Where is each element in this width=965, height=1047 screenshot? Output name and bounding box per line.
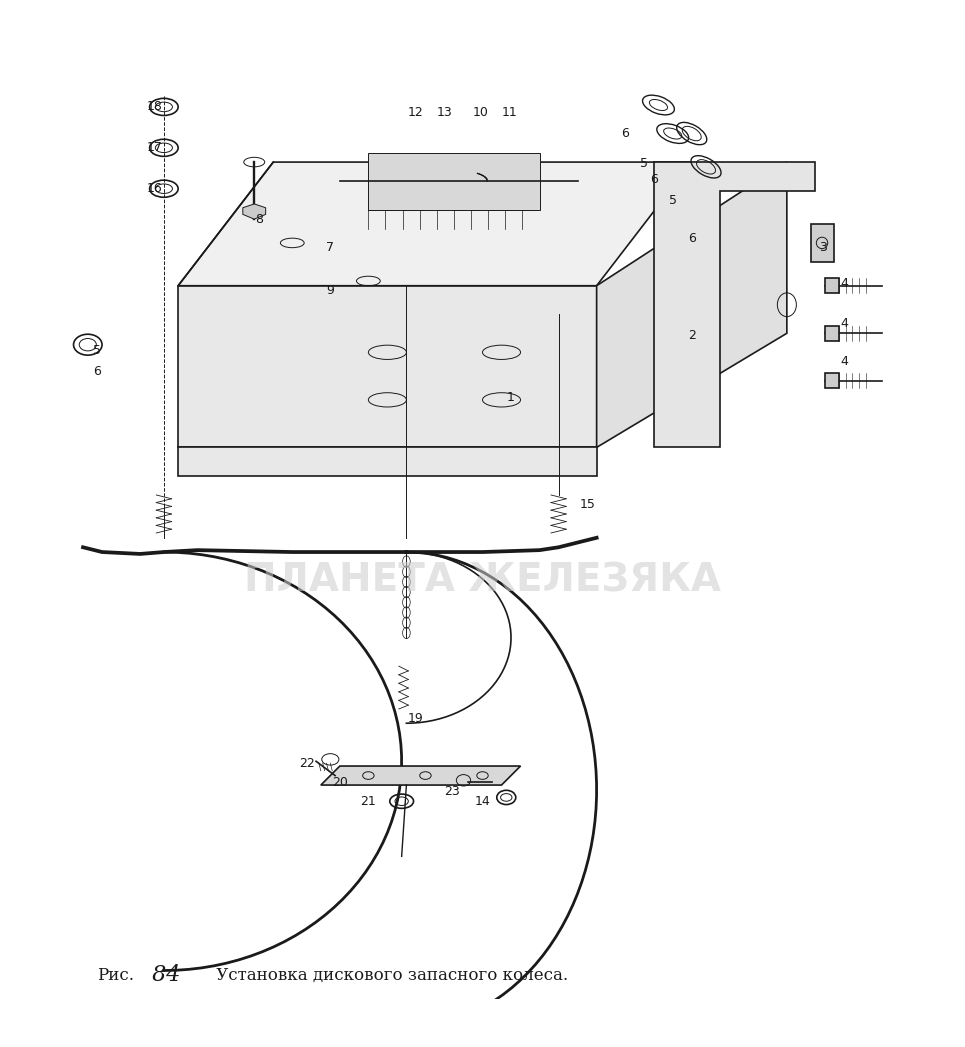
Text: 22: 22 [299,757,315,770]
Text: 6: 6 [649,173,657,185]
Polygon shape [653,162,815,447]
Text: Установка дискового запасного колеса.: Установка дискового запасного колеса. [211,966,568,984]
Polygon shape [369,153,539,209]
Text: 9: 9 [326,284,334,297]
Text: 15: 15 [579,498,595,511]
Text: 13: 13 [436,106,453,119]
Text: 4: 4 [840,355,848,369]
Polygon shape [320,766,520,785]
Text: 6: 6 [688,231,696,245]
Text: 17: 17 [147,141,162,154]
Text: 4: 4 [840,277,848,290]
Text: 11: 11 [501,106,517,119]
Text: 7: 7 [326,241,334,254]
Polygon shape [596,162,786,447]
Text: 84: 84 [145,964,180,986]
Text: 3: 3 [819,241,827,254]
Bar [825,373,840,388]
Text: 4: 4 [840,317,848,330]
Polygon shape [243,204,265,219]
Text: ПЛАНЕТА ЖЕЛЕЗЯКА: ПЛАНЕТА ЖЕЛЕЗЯКА [244,561,721,600]
Text: 14: 14 [475,795,490,807]
Text: 6: 6 [621,127,629,140]
Text: 8: 8 [255,213,263,226]
Bar [811,224,835,262]
Text: 18: 18 [147,101,162,113]
Text: 12: 12 [408,106,424,119]
Text: 5: 5 [669,194,676,206]
Text: 21: 21 [361,795,376,807]
Text: 16: 16 [147,182,162,195]
Polygon shape [179,286,596,447]
Text: 23: 23 [444,785,460,798]
Bar [825,326,840,341]
Bar [825,279,840,293]
Text: 6: 6 [94,364,101,378]
Text: 5: 5 [94,343,101,357]
Text: 2: 2 [688,329,696,341]
Text: 19: 19 [408,712,424,725]
Text: Рис.: Рис. [97,966,134,984]
Text: 5: 5 [640,157,648,171]
Text: 1: 1 [507,392,515,404]
Polygon shape [179,447,596,476]
Text: 10: 10 [473,106,488,119]
Polygon shape [179,162,692,286]
Text: 20: 20 [332,776,347,788]
